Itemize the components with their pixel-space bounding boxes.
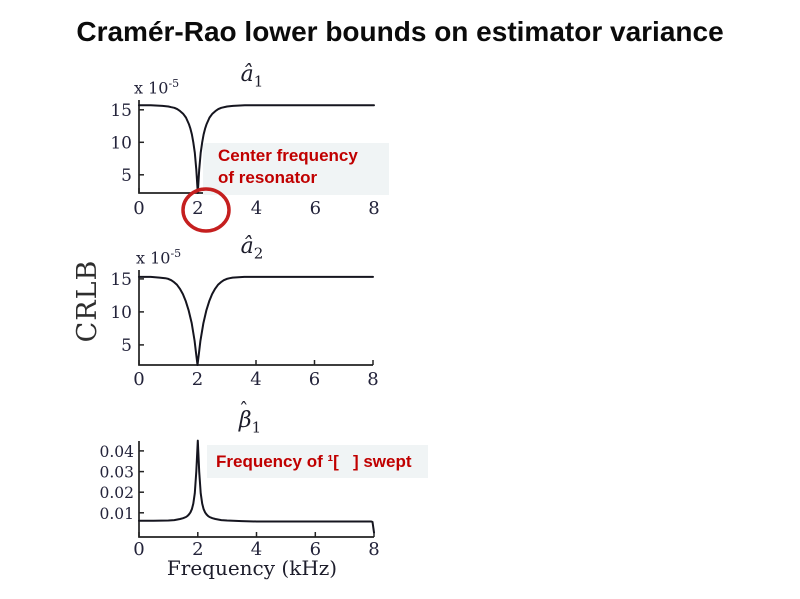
- curve-beta1-hat: [138, 439, 375, 534]
- y-axis-label-crlb: CRLB: [72, 259, 103, 343]
- chart-title-beta1-hat: ˆ β1: [228, 399, 272, 437]
- title-subscript: 1: [253, 72, 264, 91]
- title-base: â: [240, 62, 254, 87]
- x-tick-label: 0: [133, 198, 144, 219]
- x-tick-label: 4: [251, 198, 262, 219]
- y-tick-label: 0.03: [99, 464, 134, 482]
- x-tick-label: 4: [250, 369, 261, 390]
- title-subscript: 1: [251, 418, 262, 437]
- annotation-line: of resonator: [218, 168, 318, 187]
- y-tick-label: 15: [110, 101, 132, 121]
- y-tick-label: 15: [110, 270, 132, 290]
- chart-beta1-hat: 0.01 0.02 0.03 0.04 0 2 4 6 8: [99, 439, 380, 560]
- y-tick-label: 0.04: [99, 443, 134, 461]
- curve-a1-hat: [138, 104, 375, 194]
- x-tick-label: 2: [192, 369, 203, 390]
- axes: [138, 270, 373, 366]
- exponent-power: -5: [170, 247, 182, 260]
- title-base: β: [238, 408, 252, 433]
- curve-a2-hat: [138, 275, 374, 366]
- annotation-swept-frequency: Frequency of ¹[ ] swept: [207, 445, 428, 478]
- title-base: â: [240, 234, 254, 259]
- y-exponent-label-top: x 10-5: [134, 77, 179, 97]
- x-axis-label: Frequency (kHz): [166, 556, 338, 580]
- y-tick-label: 0.02: [99, 484, 134, 502]
- title-subscript: 2: [253, 244, 264, 263]
- x-tick-label: 8: [367, 369, 378, 390]
- x-tick-label: 2: [192, 198, 203, 219]
- y-tick-label: 10: [110, 303, 132, 323]
- y-tick-label: 5: [121, 166, 132, 186]
- hat-accent: ˆ: [239, 399, 249, 421]
- x-tick-label: 2: [192, 539, 203, 560]
- y-exponent-label-middle: x 10-5: [136, 247, 181, 267]
- slide-title: Cramér-Rao lower bounds on estimator var…: [76, 16, 724, 47]
- x-tick-label: 0: [133, 539, 144, 560]
- x-tick-label: 6: [309, 369, 320, 390]
- annotation-line: Center frequency: [218, 146, 358, 165]
- y-tick-label: 5: [121, 336, 132, 356]
- chart-title-a1-hat: â1: [230, 62, 274, 90]
- chart-title-a2-hat: â2: [230, 234, 274, 262]
- x-tick-label: 8: [368, 539, 379, 560]
- y-tick-label: 0.01: [99, 505, 134, 523]
- annotation-center-frequency: Center frequency of resonator: [203, 143, 389, 195]
- y-tick-label: 10: [110, 133, 132, 153]
- exponent-mantissa: x 10: [134, 78, 169, 98]
- x-tick-label: 4: [251, 539, 262, 560]
- exponent-power: -5: [168, 77, 180, 90]
- chart-a2-hat: 5 10 15 0 2 4 6 8: [110, 270, 378, 390]
- x-tick-label: 6: [310, 539, 321, 560]
- exponent-mantissa: x 10: [136, 248, 171, 268]
- x-tick-label: 0: [133, 369, 144, 390]
- x-tick-label: 6: [310, 198, 321, 219]
- x-tick-label: 8: [368, 198, 379, 219]
